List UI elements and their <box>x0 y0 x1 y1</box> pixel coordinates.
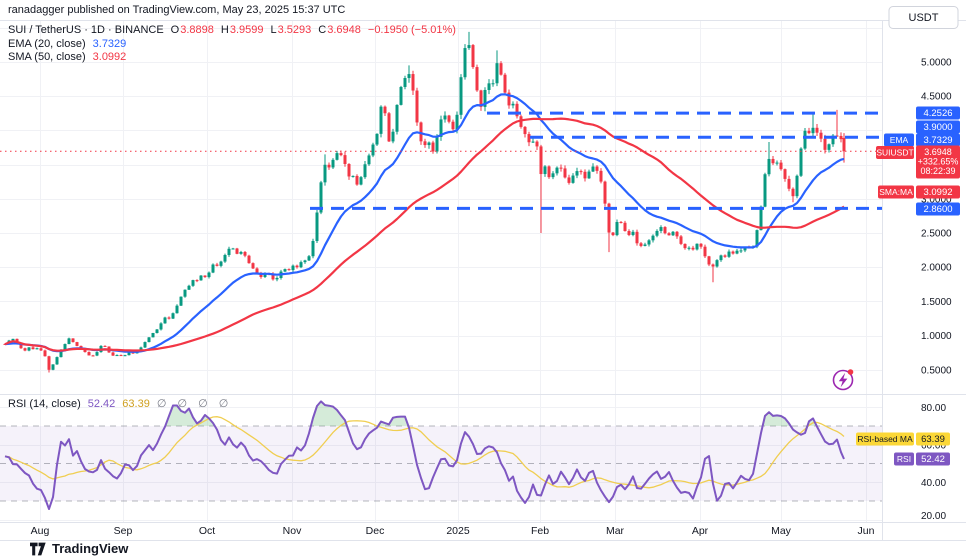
svg-text:Apr: Apr <box>692 525 709 537</box>
svg-text:Sep: Sep <box>114 525 133 537</box>
rsi-overbought-fill <box>310 401 347 426</box>
svg-text:08:22:39: 08:22:39 <box>920 166 955 176</box>
pane-separators <box>0 20 966 541</box>
rsi-legend-row[interactable]: RSI (14, close) 52.42 63.39 ∅ ∅ ∅ ∅ <box>8 397 233 411</box>
ohlc-close: C 3.6948 <box>318 24 361 36</box>
ema-value: 3.7329 <box>92 38 127 50</box>
axis-badge-tag <box>878 185 914 199</box>
rsi-ma-line <box>4 416 845 489</box>
axis-badge <box>916 452 950 466</box>
rsi-label: RSI (14, close) <box>8 397 81 410</box>
rsi-band <box>0 425 882 502</box>
svg-text:Oct: Oct <box>199 525 215 537</box>
rsi-overbought-fill <box>165 405 215 426</box>
svg-text:2025: 2025 <box>446 525 470 537</box>
svg-text:May: May <box>771 525 792 537</box>
price-axis[interactable]: 5.0000 4.5000 3.0000 2.5000 2.0000 1.5000 1.00… <box>921 58 952 523</box>
axis-badge-tag <box>894 452 914 466</box>
ohlc-open: O 3.8898 <box>170 24 214 36</box>
svg-text:Jun: Jun <box>858 525 875 537</box>
rsi-overbought-fill <box>762 412 791 426</box>
rsi-pane-series <box>4 400 845 510</box>
rsi-empty-params: ∅ ∅ ∅ ∅ <box>156 398 233 410</box>
axis-badge <box>916 432 950 446</box>
ohlc-high: H 3.9599 <box>220 24 264 36</box>
symbol-title: SUI / TetherUS · 1D · BINANCE <box>8 24 164 36</box>
svg-text:Feb: Feb <box>531 525 549 537</box>
svg-text:0.5000: 0.5000 <box>921 365 952 376</box>
svg-text:60.00: 60.00 <box>921 440 946 451</box>
axis-badge <box>916 185 960 199</box>
ohlc-low: L 3.5293 <box>270 24 312 36</box>
svg-text:5.0000: 5.0000 <box>921 58 952 69</box>
last-price-badge <box>916 145 960 179</box>
lightning-button[interactable] <box>832 369 854 391</box>
svg-text:EMA: EMA <box>890 135 909 145</box>
svg-text:+332.65%: +332.65% <box>918 157 959 167</box>
svg-text:3.0992: 3.0992 <box>923 187 952 198</box>
price-level-lines <box>0 111 882 210</box>
svg-text:Dec: Dec <box>366 525 385 537</box>
svg-text:4.5000: 4.5000 <box>921 92 952 103</box>
svg-text:3.9000: 3.9000 <box>923 122 952 133</box>
svg-text:USDT: USDT <box>909 12 939 24</box>
change-value: −0.1950 (−5.01%) <box>367 24 456 36</box>
svg-text:2.5000: 2.5000 <box>921 229 952 240</box>
time-axis[interactable]: Aug Sep Oct Nov Dec 2025 Feb Mar Apr May Jun <box>31 525 875 537</box>
svg-text:80.00: 80.00 <box>921 403 946 414</box>
svg-text:40.00: 40.00 <box>921 478 946 489</box>
attribution-text: ranadagger published on TradingView.com,… <box>8 4 346 16</box>
rsi-line <box>4 400 845 510</box>
axis-badge-tag <box>876 146 914 159</box>
ema-label: EMA (20, close) <box>8 38 86 50</box>
axis-badges: 4.2526 3.9000 EMA 3.7329 SUIUSDT 3.6948+332.6… <box>856 106 960 466</box>
svg-text:SMA:MA: SMA:MA <box>879 187 913 197</box>
svg-text:Mar: Mar <box>606 525 625 537</box>
svg-text:3.7329: 3.7329 <box>923 135 952 146</box>
svg-text:SUIUSDT: SUIUSDT <box>876 148 913 158</box>
svg-text:52.42: 52.42 <box>921 454 945 465</box>
svg-text:1.0000: 1.0000 <box>921 331 952 342</box>
axis-badge <box>916 202 960 216</box>
svg-text:3.0000: 3.0000 <box>921 194 952 205</box>
sma-line <box>4 117 845 352</box>
moving-average-lines <box>4 93 845 353</box>
svg-text:Aug: Aug <box>31 525 50 537</box>
svg-text:2.8600: 2.8600 <box>923 204 952 215</box>
axis-badge <box>916 133 960 147</box>
axis-badge <box>916 106 960 120</box>
svg-text:4.2526: 4.2526 <box>923 108 952 119</box>
sma-value: 3.0992 <box>92 51 127 63</box>
svg-text:63.39: 63.39 <box>921 434 945 445</box>
ema-legend-row[interactable]: EMA (20, close) 3.7329 <box>8 38 126 50</box>
axis-badge <box>916 120 960 134</box>
svg-text:1.5000: 1.5000 <box>921 297 952 308</box>
axis-badge-tag <box>856 432 914 446</box>
rsi-value: 52.42 <box>87 397 116 410</box>
axis-badge-tag <box>884 133 914 147</box>
notification-dot <box>847 369 854 375</box>
svg-text:RSI: RSI <box>897 454 911 464</box>
sma-legend-row[interactable]: SMA (50, close) 3.0992 <box>8 51 126 63</box>
svg-text:Nov: Nov <box>283 525 302 537</box>
svg-text:20.00: 20.00 <box>921 511 946 522</box>
svg-text:2.0000: 2.0000 <box>921 263 952 274</box>
tradingview-logo[interactable]: TradingView <box>30 541 128 556</box>
tradingview-logo-icon <box>30 542 46 555</box>
rsi-ma-value: 63.39 <box>122 397 150 410</box>
currency-button[interactable]: USDT <box>888 6 959 29</box>
sma-label: SMA (50, close) <box>8 51 86 63</box>
candlestick-series <box>3 31 846 373</box>
svg-text:3.6948: 3.6948 <box>924 147 952 157</box>
tradingview-logo-text: TradingView <box>52 541 129 556</box>
svg-text:RSI-based MA: RSI-based MA <box>857 434 913 444</box>
